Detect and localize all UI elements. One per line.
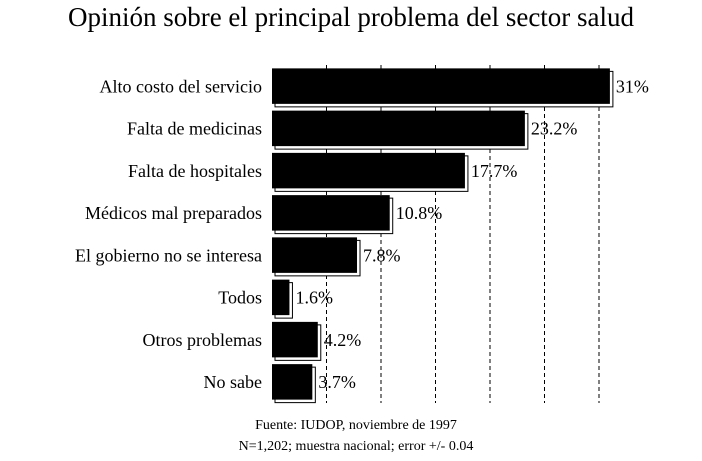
bar <box>272 110 525 147</box>
bar <box>272 195 390 231</box>
category-label: Falta de medicinas <box>127 119 262 139</box>
value-label: 7.8% <box>363 245 401 265</box>
bar <box>272 237 358 273</box>
bar <box>272 364 313 400</box>
bar <box>272 152 465 189</box>
category-label: Otros problemas <box>143 330 262 350</box>
value-label: 17.7% <box>471 161 518 181</box>
category-label: No sabe <box>204 372 262 392</box>
value-label: 3.7% <box>318 372 356 392</box>
category-label: Falta de hospitales <box>128 161 262 181</box>
source-note: Fuente: IUDOP, noviembre de 1997 <box>255 418 457 433</box>
value-label: 1.6% <box>295 288 333 308</box>
value-label: 10.8% <box>396 203 443 223</box>
chart-title: Opinión sobre el principal problema del … <box>68 2 635 32</box>
value-label: 31% <box>616 76 649 96</box>
category-label: Alto costo del servicio <box>100 76 262 96</box>
value-label: 4.2% <box>324 330 362 350</box>
value-label: 23.2% <box>531 119 578 139</box>
bar <box>272 321 318 358</box>
sample-note: N=1,202; muestra nacional; error +/- 0.0… <box>239 439 474 454</box>
category-label: Todos <box>218 288 262 308</box>
bar <box>272 68 610 104</box>
bar <box>272 279 290 316</box>
category-label: Médicos mal preparados <box>85 203 262 223</box>
category-label: El gobierno no se interesa <box>75 245 262 265</box>
